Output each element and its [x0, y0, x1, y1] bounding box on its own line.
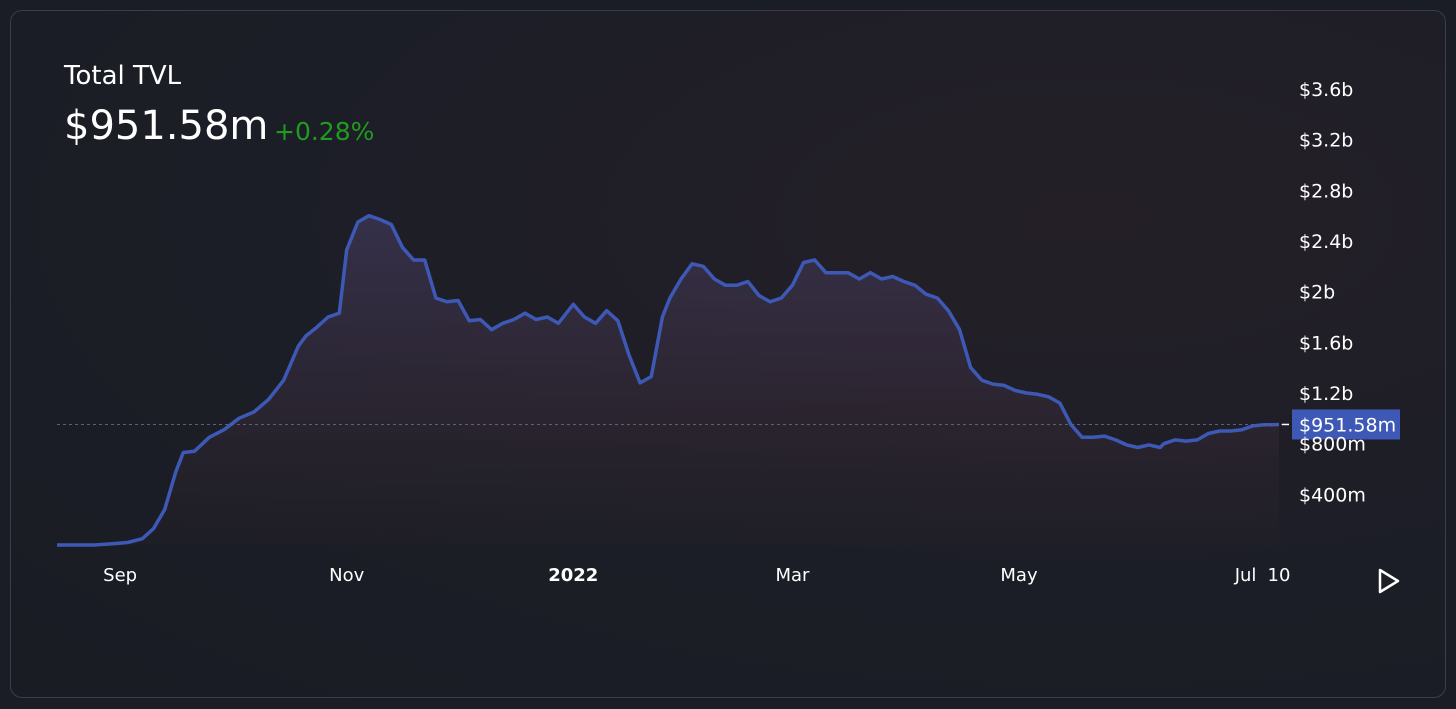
y-tick-label: $2.4b — [1299, 231, 1353, 253]
play-icon[interactable] — [1374, 567, 1402, 595]
y-tick-label: $1.2b — [1299, 383, 1353, 405]
tvl-chart-card: Total TVL $951.58m +0.28% $951.58m $400m… — [10, 10, 1446, 698]
x-tick-label: Jul — [1234, 565, 1257, 586]
x-tick-label: 10 — [1268, 565, 1291, 586]
y-tick-label: $3.6b — [1299, 79, 1353, 101]
y-tick-label: $400m — [1299, 484, 1366, 506]
x-tick-label: Sep — [103, 565, 137, 586]
current-price-label-bg — [1292, 409, 1400, 440]
tvl-area-chart[interactable]: $951.58m $400m $800m $1.2b $1.6b $2b $2.4b $2.… — [11, 11, 1445, 697]
y-tick-label: $3.2b — [1299, 130, 1353, 152]
y-tick-label: $1.6b — [1299, 332, 1353, 354]
x-tick-label: 2022 — [548, 565, 598, 586]
tvl-value: $951.58m — [64, 103, 269, 149]
y-tick-label: $2b — [1299, 282, 1335, 304]
x-tick-label: Mar — [775, 565, 810, 586]
y-tick-label: $800m — [1299, 434, 1366, 456]
x-tick-label: May — [1000, 565, 1038, 586]
chart-title: Total TVL — [64, 61, 182, 91]
tvl-area-fill — [57, 215, 1279, 545]
x-tick-label: Nov — [329, 565, 364, 586]
current-price-label: $951.58m — [1299, 414, 1396, 436]
tvl-change-badge: +0.28% — [274, 117, 375, 146]
y-tick-label: $2.8b — [1299, 180, 1353, 202]
tvl-series-line — [57, 213, 1280, 547]
